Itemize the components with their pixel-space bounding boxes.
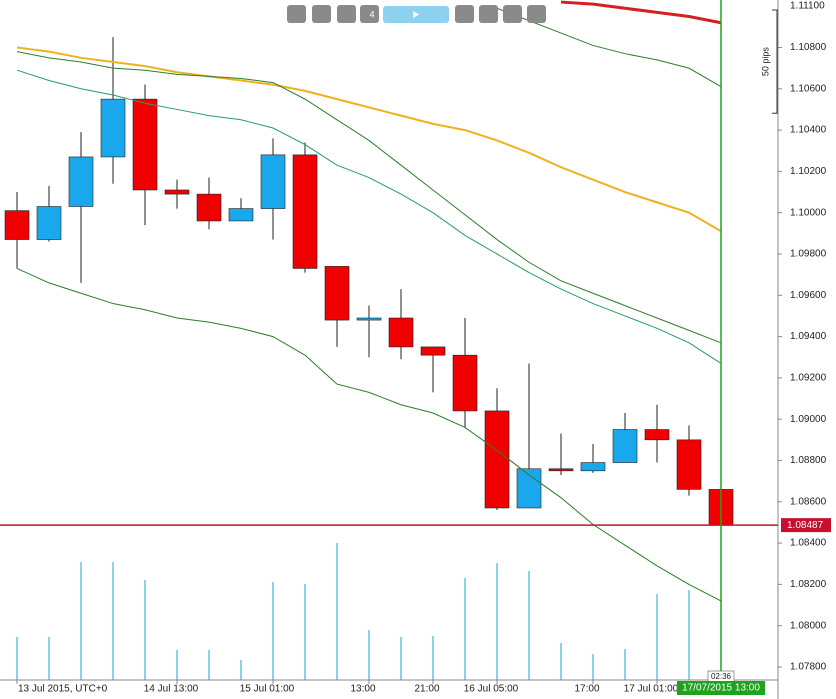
candle-body — [68, 156, 94, 207]
y-tick-label: 1.08600 — [790, 496, 827, 507]
cursor-time-box — [677, 681, 765, 695]
candle-body — [644, 429, 670, 441]
x-tick-label: 16 Jul 05:00 — [464, 684, 519, 695]
last-price-box — [781, 518, 831, 533]
period-button[interactable] — [360, 5, 379, 23]
candle-body — [388, 317, 414, 348]
scale-bar — [772, 9, 778, 114]
candle-body — [164, 189, 190, 195]
zoom-button[interactable] — [287, 5, 306, 23]
x-tick-label: 17 Jul 01:00 — [624, 684, 679, 695]
play-icon — [413, 11, 419, 18]
x-tick-label: 13:00 — [350, 684, 375, 695]
candle-body — [356, 317, 382, 321]
x-tick-label: 21:00 — [414, 684, 439, 695]
last-price-label: 1.08487 — [787, 520, 824, 531]
y-tick-label: 1.07800 — [790, 662, 827, 673]
candle-body — [196, 193, 222, 222]
x-tick-label: 15 Jul 01:00 — [240, 684, 295, 695]
y-tick-label: 1.11100 — [790, 1, 825, 12]
candle-body — [580, 462, 606, 472]
tools-button[interactable] — [479, 5, 498, 23]
y-tick-label: 1.09400 — [790, 331, 827, 342]
candle-body — [676, 439, 702, 490]
period-label: 4 — [369, 9, 374, 19]
y-tick-label: 1.09600 — [790, 290, 827, 301]
chart-type-button[interactable] — [312, 5, 331, 23]
candle-body — [260, 154, 286, 209]
toolbar[interactable]: 4 — [287, 5, 546, 23]
candle-body — [324, 266, 350, 321]
candle-body — [100, 98, 126, 158]
candle-body — [548, 468, 574, 472]
y-tick-label: 1.10600 — [790, 83, 827, 94]
candle-button[interactable] — [337, 5, 356, 23]
template-button[interactable] — [527, 5, 546, 23]
indicator-line — [16, 267, 722, 602]
plot-area — [4, 0, 734, 680]
y-tick-label: 1.08800 — [790, 455, 827, 466]
indicator-line — [560, 0, 722, 25]
candle-body — [4, 210, 30, 240]
y-tick-label: 1.08200 — [790, 579, 827, 590]
candle-body — [36, 206, 62, 240]
cursor-countdown: 02:36 — [711, 672, 732, 681]
y-tick-label: 1.08400 — [790, 538, 827, 549]
cursor-time: 17/07/2015 13:00 — [682, 683, 760, 694]
x-tick-label: 17:00 — [574, 684, 599, 695]
draw-button[interactable] — [503, 5, 522, 23]
candle-body — [484, 410, 510, 509]
y-tick-label: 1.09800 — [790, 249, 827, 260]
y-tick-label: 1.09200 — [790, 373, 827, 384]
candle-body — [292, 154, 318, 269]
indicator-line — [16, 69, 722, 364]
candle-body — [420, 346, 446, 356]
y-tick-label: 1.09000 — [790, 414, 827, 425]
scale-bar-label: 50 pips — [760, 47, 770, 77]
candle-body — [132, 98, 158, 191]
y-tick-label: 1.10000 — [790, 207, 827, 218]
y-tick-label: 1.08000 — [790, 620, 827, 631]
y-tick-label: 1.10200 — [790, 166, 827, 177]
candle-body — [452, 354, 478, 412]
x-tick-label: 13 Jul 2015, UTC+0 — [18, 684, 108, 695]
indicator-line — [16, 51, 722, 344]
candle-body — [228, 208, 254, 222]
y-tick-label: 1.10400 — [790, 125, 827, 136]
indicator-line — [16, 46, 722, 233]
y-tick-label: 1.10800 — [790, 42, 827, 53]
candle-body — [612, 429, 638, 463]
indicators-button[interactable] — [455, 5, 474, 23]
x-tick-label: 14 Jul 13:00 — [144, 684, 199, 695]
